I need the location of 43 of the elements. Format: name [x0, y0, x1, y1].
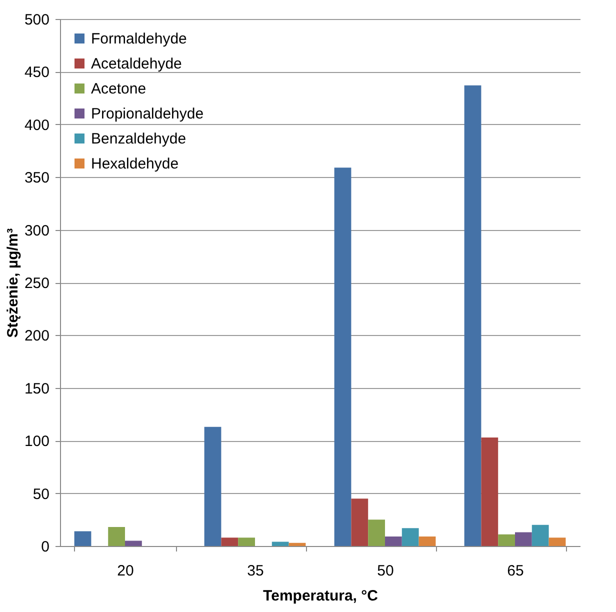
- bar: [464, 85, 482, 546]
- y-axis-title: Stężenie, µg/m³: [4, 228, 22, 338]
- bar: [108, 527, 125, 546]
- bar: [548, 538, 566, 546]
- bar: [351, 498, 368, 546]
- y-tick-label: 0: [41, 538, 50, 556]
- bar: [515, 532, 532, 546]
- bar: [418, 536, 436, 546]
- y-tick-label: 150: [24, 380, 50, 398]
- x-tick-label: 20: [117, 562, 134, 580]
- y-tick-label: 300: [24, 222, 50, 240]
- bar: [125, 540, 142, 546]
- legend-label: Benzaldehyde: [91, 130, 186, 148]
- x-axis-title: Temperatura, °C: [263, 588, 378, 604]
- legend-label: Acetone: [91, 80, 146, 98]
- bar: [272, 542, 289, 546]
- bar: [532, 524, 549, 546]
- bar: [288, 542, 306, 546]
- bar: [385, 536, 402, 546]
- legend-label: Acetaldehyde: [91, 56, 182, 72]
- y-tick-label: 100: [24, 433, 50, 450]
- bar: [221, 538, 238, 546]
- bar: [74, 531, 92, 546]
- y-tick-label: 250: [24, 275, 50, 292]
- x-tick-label: 65: [507, 562, 524, 580]
- bar: [498, 534, 515, 546]
- bar: [334, 168, 352, 546]
- y-tick-label: 350: [24, 170, 50, 187]
- y-tick-label: 50: [32, 486, 50, 503]
- y-tick-label: 200: [24, 328, 50, 345]
- bar: [238, 538, 255, 546]
- legend-label: Formaldehyde: [91, 30, 187, 48]
- y-tick-label: 450: [24, 64, 50, 82]
- x-tick-label: 50: [377, 562, 394, 580]
- bar: [402, 528, 419, 546]
- legend-label: Hexaldehyde: [91, 156, 179, 172]
- y-tick-label: 400: [24, 116, 50, 134]
- bar: [204, 426, 222, 546]
- y-tick-label: 500: [24, 12, 50, 28]
- x-tick-label: 35: [247, 562, 264, 580]
- bar: [368, 520, 385, 546]
- bar: [481, 437, 498, 546]
- legend-label: Propionaldehyde: [91, 106, 204, 122]
